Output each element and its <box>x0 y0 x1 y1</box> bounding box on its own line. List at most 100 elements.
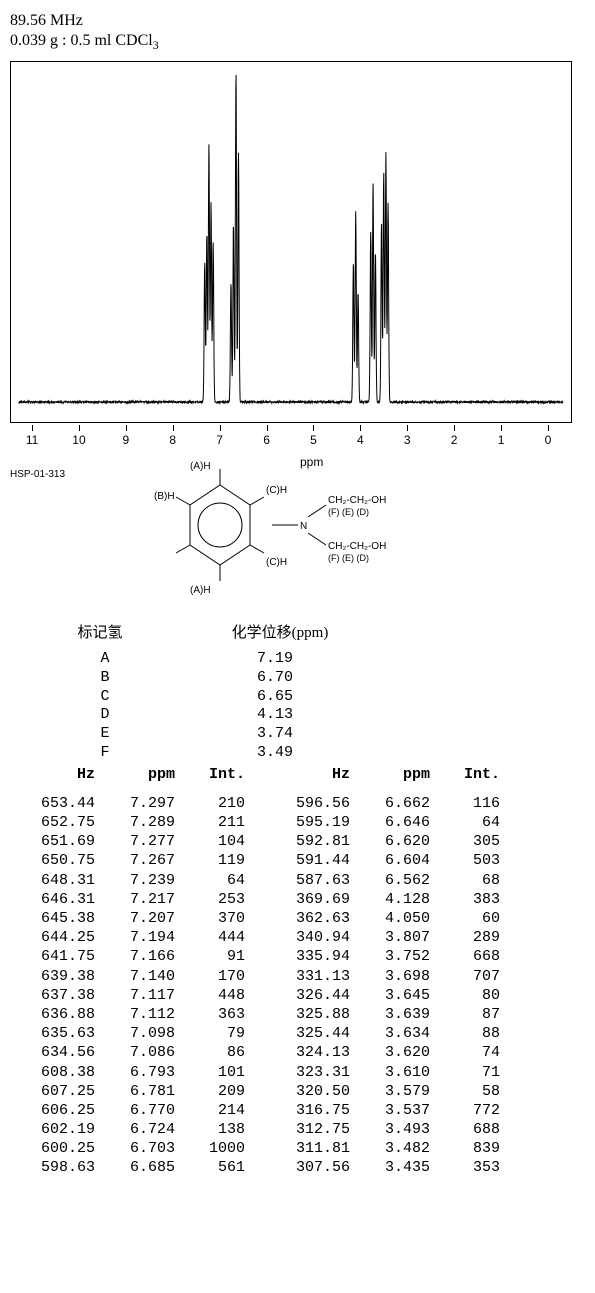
peak-cell: 64 <box>175 871 245 890</box>
peak-cell: 3.610 <box>350 1063 430 1082</box>
peak-cell: 3.493 <box>350 1120 430 1139</box>
axis-tick-label: 9 <box>123 433 130 447</box>
nmr-spectrum <box>10 61 572 423</box>
axis-tick-label: 1 <box>498 433 505 447</box>
spectrum-svg <box>11 62 571 422</box>
peak-row: 644.257.194444340.943.807289 <box>10 928 585 947</box>
axis-tick <box>173 425 174 431</box>
peak-cell: 119 <box>175 851 245 870</box>
peak-row: 645.387.207370362.634.05060 <box>10 909 585 928</box>
peak-cell: 335.94 <box>265 947 350 966</box>
assign-label: C <box>10 688 200 707</box>
assign-ppm: 6.70 <box>200 669 350 688</box>
peak-cell: 600.25 <box>10 1139 95 1158</box>
peak-row: 635.637.09879325.443.63488 <box>10 1024 585 1043</box>
axis-tick <box>267 425 268 431</box>
label-C-top: (C)H <box>266 485 287 496</box>
peak-cell: 214 <box>175 1101 245 1120</box>
hdr-int2: Int. <box>430 765 500 784</box>
peak-cell: 58 <box>430 1082 500 1101</box>
axis-tick <box>220 425 221 431</box>
peak-cell: 4.050 <box>350 909 430 928</box>
molecule-structure: (A)H (B)H (A)H (C)H (C)H N CH₂-CH₂-OH (F… <box>130 455 470 615</box>
peak-cell: 326.44 <box>265 986 350 1005</box>
axis-tick-label: 4 <box>357 433 364 447</box>
peak-cell: 353 <box>430 1158 500 1177</box>
peak-cell: 1000 <box>175 1139 245 1158</box>
peak-cell: 71 <box>430 1063 500 1082</box>
axis-tick <box>407 425 408 431</box>
peak-cell: 608.38 <box>10 1063 95 1082</box>
peak-cell: 7.112 <box>95 1005 175 1024</box>
peak-cell: 651.69 <box>10 832 95 851</box>
axis-tick-label: 6 <box>263 433 270 447</box>
axis-tick <box>32 425 33 431</box>
axis-tick-label: 10 <box>72 433 85 447</box>
peak-cell: 7.098 <box>95 1024 175 1043</box>
peak-cell: 648.31 <box>10 871 95 890</box>
peak-cell: 3.482 <box>350 1139 430 1158</box>
assignment-row: B6.70 <box>10 669 585 688</box>
peak-cell: 7.117 <box>95 986 175 1005</box>
peak-cell: 316.75 <box>265 1101 350 1120</box>
assign-ppm: 3.74 <box>200 725 350 744</box>
label-N: N <box>300 521 307 532</box>
conc-sub: 3 <box>153 38 159 52</box>
peak-cell: 6.685 <box>95 1158 175 1177</box>
peak-cell: 602.19 <box>10 1120 95 1139</box>
axis-tick <box>126 425 127 431</box>
peak-cell: 636.88 <box>10 1005 95 1024</box>
axis-tick <box>79 425 80 431</box>
peak-cell: 104 <box>175 832 245 851</box>
axis-tick-label: 8 <box>169 433 176 447</box>
axis-tick-label: 3 <box>404 433 411 447</box>
hdr-hz2: Hz <box>265 765 350 784</box>
assign-label: B <box>10 669 200 688</box>
peak-row: 652.757.289211595.196.64664 <box>10 813 585 832</box>
peak-cell: 60 <box>430 909 500 928</box>
label-A-bot: (A)H <box>190 585 211 596</box>
axis-tick <box>454 425 455 431</box>
peak-cell: 170 <box>175 967 245 986</box>
peak-cell: 7.194 <box>95 928 175 947</box>
conc-text: 0.039 g : 0.5 ml CDCl <box>10 32 153 49</box>
peak-cell: 6.781 <box>95 1082 175 1101</box>
peak-cell: 312.75 <box>265 1120 350 1139</box>
peak-row: 653.447.297210596.566.662116 <box>10 794 585 813</box>
peak-row: 651.697.277104592.816.620305 <box>10 832 585 851</box>
assignment-row: F3.49 <box>10 744 585 763</box>
peak-cell: 3.435 <box>350 1158 430 1177</box>
peak-cell: 591.44 <box>265 851 350 870</box>
peak-cell: 7.207 <box>95 909 175 928</box>
assign-label: A <box>10 650 200 669</box>
peak-cell: 6.562 <box>350 871 430 890</box>
peak-cell: 64 <box>430 813 500 832</box>
peak-cell: 607.25 <box>10 1082 95 1101</box>
peak-cell: 86 <box>175 1043 245 1062</box>
peak-cell: 639.38 <box>10 967 95 986</box>
peak-cell: 74 <box>430 1043 500 1062</box>
hdr-ppm1: ppm <box>95 765 175 784</box>
peak-cell: 6.662 <box>350 794 430 813</box>
peak-cell: 7.239 <box>95 871 175 890</box>
peak-cell: 707 <box>430 967 500 986</box>
peak-row: 637.387.117448326.443.64580 <box>10 986 585 1005</box>
peak-cell: 320.50 <box>265 1082 350 1101</box>
peak-cell: 650.75 <box>10 851 95 870</box>
peak-cell: 6.604 <box>350 851 430 870</box>
peak-row: 636.887.112363325.883.63987 <box>10 1005 585 1024</box>
assign-label: F <box>10 744 200 763</box>
assign-ppm: 3.49 <box>200 744 350 763</box>
assign-label: E <box>10 725 200 744</box>
axis-tick-label: 11 <box>26 433 38 447</box>
assign-ppm: 7.19 <box>200 650 350 669</box>
peak-cell: 80 <box>430 986 500 1005</box>
peak-cell: 448 <box>175 986 245 1005</box>
peak-cell: 7.289 <box>95 813 175 832</box>
peak-cell: 369.69 <box>265 890 350 909</box>
peak-cell: 138 <box>175 1120 245 1139</box>
peak-cell: 3.537 <box>350 1101 430 1120</box>
peak-row: 646.317.217253369.694.128383 <box>10 890 585 909</box>
peak-row: 634.567.08686324.133.62074 <box>10 1043 585 1062</box>
peak-cell: 3.634 <box>350 1024 430 1043</box>
